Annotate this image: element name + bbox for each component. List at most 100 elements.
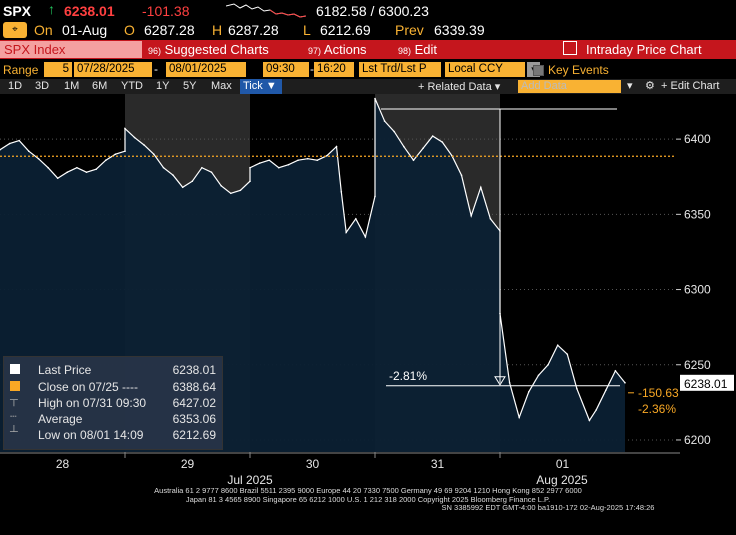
footer: Australia 61 2 9777 8600 Brazil 5511 239… xyxy=(0,486,736,530)
price-point xyxy=(480,186,482,189)
chevron-down-icon[interactable]: ▾ xyxy=(627,80,633,92)
price-point xyxy=(403,145,405,148)
price-point xyxy=(210,171,213,173)
price-chart[interactable]: -2.81% -150.63 -2.36% 6238.01 6200 6250 6300 6… xyxy=(0,94,736,530)
period-1m[interactable]: 1M xyxy=(64,80,80,92)
x-tick-label: 30 xyxy=(306,457,320,471)
prev-value: 6339.39 xyxy=(434,22,485,38)
price-point xyxy=(268,159,271,161)
period-max[interactable]: Max xyxy=(211,80,232,92)
period-1y[interactable]: 1Y xyxy=(156,80,170,92)
price-point xyxy=(181,186,184,189)
price-point xyxy=(258,162,261,164)
price-point xyxy=(588,419,591,422)
price-point xyxy=(340,191,343,193)
price-point xyxy=(326,154,328,157)
quote-date: 01-Aug xyxy=(62,22,108,38)
high-label: H xyxy=(212,22,223,38)
security-field[interactable]: SPX Index xyxy=(0,41,142,58)
end-time-field[interactable]: 16:20 xyxy=(314,62,354,77)
tick-select[interactable]: Tick ▼ xyxy=(240,79,282,94)
price-type-select[interactable]: Lst Trd/Lst P xyxy=(359,62,441,77)
y-tick-label: 6400 xyxy=(684,132,711,146)
price-point xyxy=(355,218,357,220)
dropdown-icon: 97) xyxy=(308,46,322,56)
edit-chart-label: Edit Chart xyxy=(670,80,720,92)
up-arrow-icon: ↑ xyxy=(48,1,55,17)
key-events-label: Key Events xyxy=(548,63,609,77)
net-change: -101.38 xyxy=(142,3,190,19)
related-data-menu[interactable]: + Related Data ▾ xyxy=(418,80,500,93)
range-toolbar: Range 5 07/28/2025 - 08/01/2025 09:30 - … xyxy=(0,60,736,79)
price-point xyxy=(124,127,126,130)
price-point xyxy=(239,189,242,192)
high-value: 6287.28 xyxy=(228,22,279,38)
legend-label: Low on 08/01 14:09 xyxy=(38,428,144,442)
actions-menu[interactable]: 97) Actions xyxy=(308,42,367,57)
sparkline-icon xyxy=(226,3,306,18)
y-tick-label: 6350 xyxy=(684,207,711,221)
period-3d[interactable]: 3D xyxy=(35,80,50,92)
price-point xyxy=(383,120,386,122)
low-label: L xyxy=(303,22,311,38)
price-point xyxy=(345,231,348,234)
settings-icon[interactable]: ⚙ xyxy=(645,80,655,92)
period-toolbar: 1D 3D 1M 6M YTD 1Y 5Y Max Tick ▼ + Relat… xyxy=(0,79,736,94)
price-point xyxy=(556,344,559,346)
price-point xyxy=(66,171,69,173)
day-range: 6182.58 / 6300.23 xyxy=(316,3,429,19)
price-point xyxy=(364,236,367,238)
time-separator: - xyxy=(310,62,314,76)
open-label: O xyxy=(124,22,135,38)
page-title: Intraday Price Chart xyxy=(586,42,702,57)
price-point xyxy=(143,144,145,146)
chart-svg: -2.81% -150.63 -2.36% 6238.01 6200 6250 6300 6… xyxy=(0,94,736,487)
change-percent-label: -2.81% xyxy=(389,369,427,383)
quote-header: SPX ↑ 6238.01 -101.38 6182.58 / 6300.23 xyxy=(0,0,736,21)
price-point xyxy=(374,97,376,100)
legend-label: Last Price xyxy=(38,363,92,377)
legend-box: Last Price 6238.01 Close on 07/25 ---- 6… xyxy=(3,356,223,450)
price-point xyxy=(0,148,1,151)
price-point xyxy=(605,389,607,392)
open-value: 6287.28 xyxy=(144,22,195,38)
y-tick-label: 6200 xyxy=(684,433,711,447)
period-1d[interactable]: 1D xyxy=(8,80,23,92)
edit-menu[interactable]: 98) Edit xyxy=(398,42,437,57)
export-icon[interactable] xyxy=(563,41,577,55)
period-5y[interactable]: 5Y xyxy=(183,80,197,92)
y-tick-label: 6250 xyxy=(684,358,711,372)
x-tick-label: 31 xyxy=(431,457,445,471)
related-data-label: + Related Data xyxy=(418,81,492,93)
price-point xyxy=(441,141,444,143)
x-month-label: Aug 2025 xyxy=(536,473,588,487)
legend-label: High on 07/31 09:30 xyxy=(38,396,147,410)
price-point xyxy=(37,157,40,160)
start-time-field[interactable]: 09:30 xyxy=(263,62,309,77)
last-price: 6238.01 xyxy=(64,3,115,19)
price-point xyxy=(470,215,473,217)
add-data-input[interactable]: Add Data xyxy=(518,80,621,93)
price-point xyxy=(537,374,540,377)
range-label: Range xyxy=(3,63,39,77)
x-month-label: Jul 2025 xyxy=(227,473,273,487)
price-point xyxy=(460,174,463,176)
period-ytd[interactable]: YTD xyxy=(121,80,143,92)
end-date-field[interactable]: 08/01/2025 xyxy=(166,62,246,77)
footer-line-2: Japan 81 3 4565 8900 Singapore 65 6212 1… xyxy=(185,494,551,504)
period-6m[interactable]: 6M xyxy=(92,80,108,92)
legend-row-low: ┴ Low on 08/01 14:09 6212.69 xyxy=(4,426,222,444)
currency-select[interactable]: Local CCY xyxy=(445,62,525,77)
price-tag-box xyxy=(680,374,734,391)
dropdown-icon: 96) xyxy=(148,46,162,56)
suggested-charts-menu[interactable]: 96) Suggested Charts xyxy=(148,42,269,57)
start-date-field[interactable]: 07/28/2025 xyxy=(74,62,152,77)
price-point xyxy=(47,166,49,169)
key-events-checkbox[interactable] xyxy=(533,65,544,76)
legend-value: 6353.06 xyxy=(172,412,216,426)
price-point xyxy=(153,153,155,155)
function-bar: SPX Index 96) Suggested Charts 97) Actio… xyxy=(0,40,736,59)
edit-chart-button[interactable]: + Edit Chart xyxy=(661,80,719,92)
range-number-field[interactable]: 5 xyxy=(44,62,72,77)
footer-line-3: SN 3385992 EDT GMT-4:00 ba1910-172 02-Au… xyxy=(441,503,655,512)
